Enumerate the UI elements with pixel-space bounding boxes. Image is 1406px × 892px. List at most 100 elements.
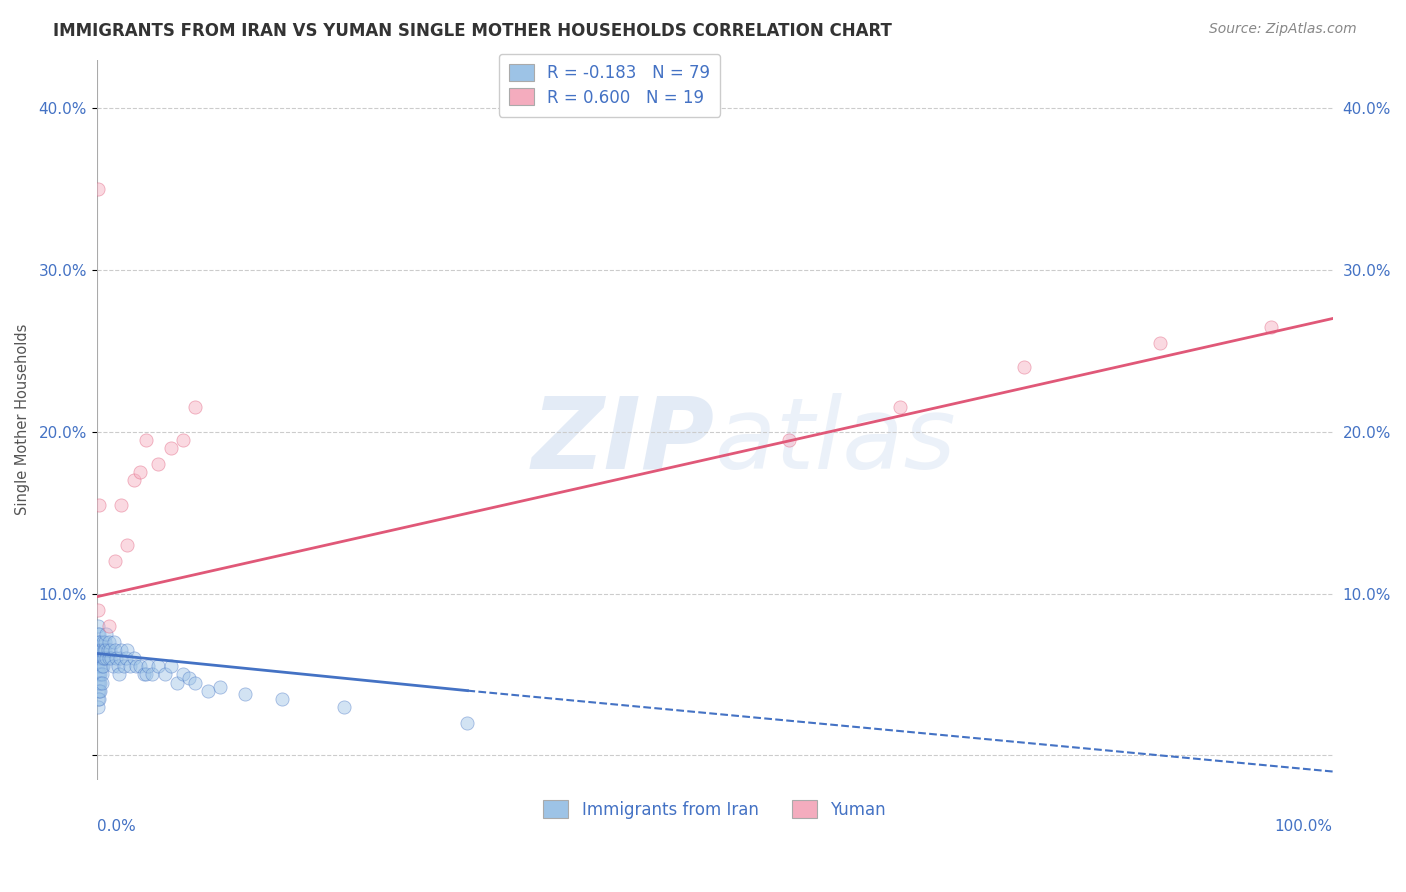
Text: ZIP: ZIP: [531, 392, 714, 490]
Point: [104, 643, 127, 657]
Point: [148, 659, 170, 673]
Point: [122, 651, 145, 665]
Point: [87, 651, 110, 665]
Point: [132, 667, 155, 681]
Text: Source: ZipAtlas.com: Source: ZipAtlas.com: [1209, 22, 1357, 37]
Point: [96, 627, 118, 641]
Point: [105, 651, 128, 665]
Point: [87, 651, 110, 665]
Point: [97, 651, 120, 665]
Point: [87, 635, 110, 649]
Point: [135, 433, 157, 447]
Point: [110, 643, 132, 657]
Point: [184, 401, 207, 415]
Point: [87, 635, 110, 649]
Point: [87, 691, 110, 706]
Point: [87, 498, 110, 512]
Point: [94, 635, 117, 649]
Point: [148, 457, 170, 471]
Point: [172, 667, 194, 681]
Point: [87, 619, 110, 633]
Text: 0.0%: 0.0%: [97, 819, 135, 834]
Point: [89, 659, 111, 673]
Text: 100.0%: 100.0%: [1275, 819, 1333, 834]
Point: [87, 675, 110, 690]
Point: [87, 643, 110, 657]
Point: [90, 651, 112, 665]
Point: [97, 635, 120, 649]
Point: [108, 667, 131, 681]
Point: [889, 401, 911, 415]
Point: [108, 651, 131, 665]
Point: [91, 651, 114, 665]
Point: [456, 716, 478, 731]
Point: [89, 675, 111, 690]
Legend: Immigrants from Iran, Yuman: Immigrants from Iran, Yuman: [537, 794, 893, 825]
Point: [117, 538, 139, 552]
Point: [125, 659, 148, 673]
Point: [104, 554, 127, 568]
Point: [87, 627, 110, 641]
Point: [87, 667, 110, 681]
Text: atlas: atlas: [714, 392, 956, 490]
Y-axis label: Single Mother Households: Single Mother Households: [15, 324, 30, 516]
Point: [233, 687, 256, 701]
Point: [112, 659, 135, 673]
Point: [97, 619, 120, 633]
Point: [91, 635, 114, 649]
Point: [91, 659, 114, 673]
Point: [153, 667, 176, 681]
Point: [138, 659, 160, 673]
Point: [107, 659, 129, 673]
Point: [87, 659, 110, 673]
Point: [89, 651, 111, 665]
Point: [197, 683, 219, 698]
Point: [87, 699, 110, 714]
Point: [89, 683, 111, 698]
Point: [94, 643, 117, 657]
Point: [184, 675, 207, 690]
Point: [96, 651, 118, 665]
Point: [97, 643, 120, 657]
Point: [86, 659, 108, 673]
Point: [101, 659, 124, 673]
Point: [1012, 359, 1035, 374]
Point: [93, 643, 115, 657]
Point: [166, 675, 188, 690]
Point: [179, 671, 201, 685]
Point: [103, 635, 125, 649]
Point: [135, 667, 157, 681]
Point: [93, 651, 115, 665]
Point: [271, 691, 294, 706]
Point: [89, 667, 111, 681]
Point: [87, 667, 110, 681]
Point: [87, 691, 110, 706]
Point: [87, 627, 110, 641]
Point: [87, 683, 110, 698]
Point: [90, 675, 112, 690]
Point: [100, 651, 122, 665]
Point: [115, 651, 138, 665]
Point: [90, 659, 112, 673]
Point: [87, 675, 110, 690]
Point: [89, 643, 111, 657]
Point: [90, 667, 112, 681]
Point: [141, 667, 163, 681]
Point: [128, 465, 150, 479]
Point: [98, 643, 121, 657]
Point: [172, 433, 194, 447]
Text: IMMIGRANTS FROM IRAN VS YUMAN SINGLE MOTHER HOUSEHOLDS CORRELATION CHART: IMMIGRANTS FROM IRAN VS YUMAN SINGLE MOT…: [53, 22, 893, 40]
Point: [91, 643, 114, 657]
Point: [87, 683, 110, 698]
Point: [1260, 319, 1282, 334]
Point: [87, 603, 110, 617]
Point: [1149, 335, 1171, 350]
Point: [87, 182, 110, 196]
Point: [90, 643, 112, 657]
Point: [122, 473, 145, 487]
Point: [118, 659, 141, 673]
Point: [128, 659, 150, 673]
Point: [159, 441, 181, 455]
Point: [89, 635, 111, 649]
Point: [778, 433, 800, 447]
